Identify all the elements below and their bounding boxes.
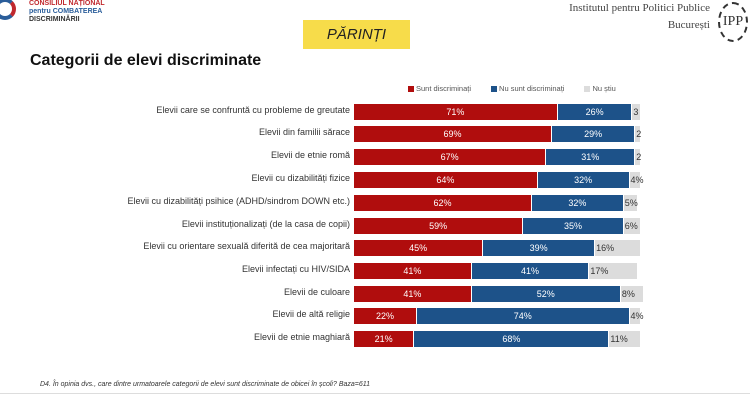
legend-item: Nu sunt discriminați: [491, 84, 564, 93]
legend-label: Sunt discriminați: [416, 84, 472, 93]
bar-row: Elevii de culoare 41% 52% 8%: [0, 286, 750, 302]
category-label: Elevii instituționalizați (de la casa de…: [181, 219, 350, 229]
legend-label: Nu sunt discriminați: [499, 84, 565, 93]
bar-segment-discriminated: 41%: [354, 263, 472, 279]
bar-row: Elevii de etnie maghiară 21% 68% 11%: [0, 331, 750, 347]
bar-segment-discriminated: 69%: [354, 126, 553, 142]
bar-row: Elevii cu dizabilități psihice (ADHD/sin…: [0, 195, 750, 211]
bar-segment-not-discriminated: 32%: [537, 172, 630, 188]
category-label: Elevii de altă religie: [272, 309, 350, 319]
bar-segment-not-discriminated: 39%: [483, 240, 596, 256]
bar-row: Elevii cu dizabilități fizice 64% 32% 4%: [0, 172, 750, 188]
bar-row: Elevii din familii sărace 69% 29% 2: [0, 126, 750, 142]
bar-segment-not-discriminated: 35%: [523, 218, 624, 234]
bar-segment-not-discriminated: 74%: [417, 308, 630, 324]
bar-segment-not-discriminated: 26%: [557, 104, 633, 120]
divider: [0, 393, 750, 394]
logo-text: DISCRIMINĂRII: [29, 16, 80, 23]
cncd-logo-icon: [0, 0, 16, 20]
bar-segment-discriminated: 41%: [354, 286, 472, 302]
bar-segment-dont-know: 6%: [623, 218, 641, 234]
bar-row: Elevii de altă religie 22% 74% 4%: [0, 308, 750, 324]
category-label: Elevii cu dizabilități psihice (ADHD/sin…: [127, 196, 350, 206]
bar-row: Elevii infectați cu HIV/SIDA 41% 41% 17%: [0, 263, 750, 279]
ipp-line: Institutul pentru Politici Publice: [569, 2, 710, 14]
category-label: Elevii care se confruntă cu probleme de …: [156, 105, 350, 115]
bar-segment-dont-know: 5%: [623, 195, 639, 211]
bar-row: Elevii de etnie romă 67% 31% 2: [0, 149, 750, 165]
bar-segment-dont-know: 8%: [620, 286, 644, 302]
bar-segment-discriminated: 64%: [354, 172, 538, 188]
bar-segment-not-discriminated: 32%: [531, 195, 624, 211]
category-label: Elevii din familii sărace: [258, 127, 350, 137]
legend-item: Nu știu: [584, 84, 616, 93]
page-title: Categorii de elevi discriminate: [30, 52, 262, 69]
chart-legend: Sunt discriminați Nu sunt discriminați N…: [408, 84, 616, 93]
category-label: Elevii cu dizabilități fizice: [251, 173, 350, 183]
ipp-logo: IPP: [718, 2, 748, 42]
legend-swatch: [491, 85, 498, 92]
category-label: Elevii cu orientare sexuală diferită de …: [143, 241, 350, 251]
bar-segment-discriminated: 62%: [354, 195, 532, 211]
bar-segment-dont-know: 11%: [609, 331, 641, 347]
bar-segment-not-discriminated: 52%: [471, 286, 621, 302]
bar-segment-discriminated: 22%: [354, 308, 418, 324]
category-label: Elevii infectați cu HIV/SIDA: [241, 264, 350, 274]
legend-item: Sunt discriminați: [408, 84, 471, 93]
bar-segment-not-discriminated: 68%: [414, 331, 610, 347]
bar-row: Elevii care se confruntă cu probleme de …: [0, 104, 750, 120]
bar-segment-not-discriminated: 41%: [471, 263, 590, 279]
bar-segment-dont-know: 16%: [595, 240, 641, 256]
footnote: D4. În opinia dvs., care dintre urmatoar…: [40, 381, 371, 388]
bar-segment-discriminated: 67%: [354, 149, 547, 165]
bar-segment-dont-know: 3: [632, 104, 641, 120]
legend-swatch: [408, 85, 414, 92]
bar-segment-dont-know: 4%: [629, 172, 644, 188]
legend-label: Nu știu: [592, 84, 616, 93]
bar-segment-not-discriminated: 29%: [552, 126, 636, 142]
bar-segment-not-discriminated: 31%: [546, 149, 636, 165]
bar-segment-dont-know: 4%: [629, 308, 644, 324]
section-badge: PĂRINȚI: [303, 20, 410, 49]
logo-text: pentru COMBATEREA: [29, 8, 103, 15]
cncd-logo: CONSILIUL NAȚIONAL pentru COMBATEREA DIS…: [0, 0, 120, 30]
bar-segment-discriminated: 45%: [354, 240, 484, 256]
logo-text: CONSILIUL NAȚIONAL: [29, 0, 105, 7]
bar-row: Elevii instituționalizați (de la casa de…: [0, 218, 750, 234]
category-label: Elevii de etnie romă: [270, 150, 350, 160]
bar-segment-dont-know: 2: [635, 149, 641, 165]
bar-segment-discriminated: 71%: [354, 104, 558, 120]
bar-row: Elevii cu orientare sexuală diferită de …: [0, 240, 750, 256]
category-label: Elevii de etnie maghiară: [253, 332, 350, 342]
bar-segment-dont-know: 17%: [589, 263, 639, 279]
ipp-name: Institutul pentru Politici Publice Bucur…: [550, 0, 710, 34]
ipp-line: București: [667, 19, 710, 31]
bar-segment-discriminated: 59%: [354, 218, 524, 234]
bar-segment-dont-know: 2: [635, 126, 641, 142]
bar-segment-discriminated: 21%: [354, 331, 415, 347]
legend-swatch: [584, 85, 591, 92]
category-label: Elevii de culoare: [283, 287, 350, 297]
